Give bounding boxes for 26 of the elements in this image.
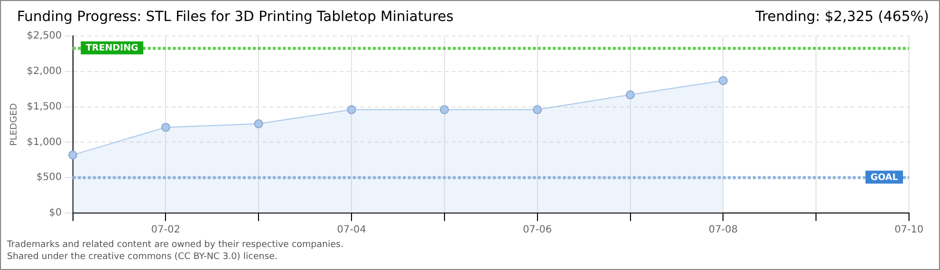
text: Trademarks and related content are owned by their respective companies. xyxy=(7,239,344,251)
y-tick-label: $500 xyxy=(36,172,62,184)
y-tick-label: $2,500 xyxy=(26,30,62,42)
point xyxy=(532,105,542,114)
x-tick-label: 07-08 xyxy=(708,224,738,236)
ref-line-label: GOAL xyxy=(870,172,898,183)
x-tick-label: 07-06 xyxy=(522,224,552,236)
point xyxy=(440,105,449,114)
text: Trending: $2,325 (465%) xyxy=(755,9,929,27)
y-axis-title: PLEDGED xyxy=(10,103,20,146)
y-tick-label: $2,000 xyxy=(26,66,62,77)
point xyxy=(718,76,728,86)
point xyxy=(254,119,264,128)
point xyxy=(68,150,78,160)
x-tick-label: 07-10 xyxy=(894,224,924,236)
y-tick-label: $0 xyxy=(49,208,62,219)
x-tick-label: 07-04 xyxy=(336,224,366,236)
x-tick-label: 07-02 xyxy=(151,224,180,236)
ref-line-label: TRENDING xyxy=(86,44,138,54)
point xyxy=(626,90,635,100)
point xyxy=(347,105,356,114)
point xyxy=(161,122,170,132)
text: Shared under the creative commons (CC BY-NC 3.0) license. xyxy=(7,251,279,263)
chart-title: Funding Progress: STL Files for 3D Printing Tabletop Miniatures xyxy=(17,9,454,27)
y-tick-label: $1,500 xyxy=(26,101,62,112)
y-tick-label: $1,000 xyxy=(26,136,62,148)
